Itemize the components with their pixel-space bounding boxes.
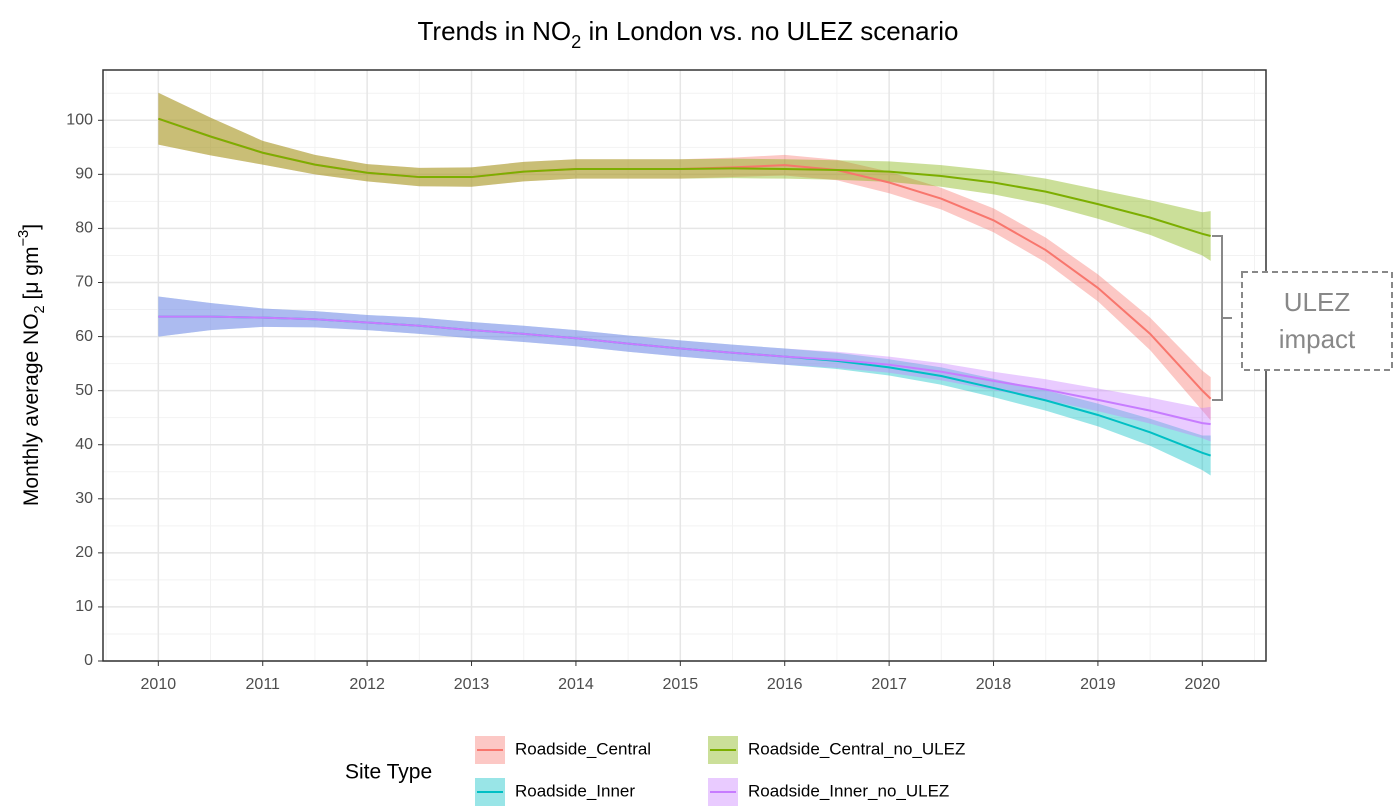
impact-bracket [1212, 235, 1232, 401]
x-tick-label: 2011 [246, 676, 281, 693]
y-tick-label: 10 [75, 598, 93, 615]
x-tick-label: 2010 [141, 676, 177, 693]
text-part: −3 [16, 230, 32, 247]
legend-label: Roadside_Inner [515, 781, 635, 800]
y-tick-label: 50 [75, 382, 93, 399]
y-tick-label: 30 [75, 490, 93, 507]
text-part: Trends in NO [418, 16, 572, 46]
grid [98, 70, 1266, 666]
x-tick-label: 2012 [349, 676, 385, 693]
legend-label: Roadside_Inner_no_ULEZ [748, 781, 949, 800]
y-tick-label: 40 [75, 436, 93, 453]
legend-label: Roadside_Central_no_ULEZ [748, 739, 965, 758]
y-tick-label: 20 [75, 544, 93, 561]
chart-title: Trends in NO2 in London vs. no ULEZ scen… [418, 16, 959, 52]
legend-title: Site Type [345, 761, 432, 784]
y-tick-label: 80 [75, 220, 93, 237]
y-tick-label: 0 [84, 652, 93, 669]
text-part: [μ gm [20, 247, 43, 306]
confidence-band [158, 92, 1211, 261]
trend-line [158, 117, 1211, 237]
annotation-box [1241, 271, 1393, 371]
y-axis-label: Monthly average NO2 [μ gm−3] [16, 224, 48, 506]
x-tick-label: 2015 [663, 676, 699, 693]
x-tick-label: 2016 [767, 676, 803, 693]
annotation-text: impact [1279, 324, 1356, 354]
text-part: 2 [32, 305, 48, 313]
text-part: ] [20, 224, 43, 230]
legend-label: Roadside_Central [515, 739, 651, 758]
x-tick-label: 2018 [976, 676, 1012, 693]
x-tick-label: 2020 [1185, 676, 1221, 693]
x-tick-label: 2013 [454, 676, 490, 693]
x-tick-label: 2014 [558, 676, 594, 693]
x-tick-label: 2017 [871, 676, 907, 693]
lines [158, 117, 1212, 457]
legend: Roadside_Central Roadside_Central_no_ULEZ… [475, 736, 965, 806]
x-tick-label: 2019 [1080, 676, 1116, 693]
text-part: in London vs. no ULEZ scenario [581, 16, 958, 46]
confidence-band [158, 92, 1211, 421]
confidence-band [158, 296, 1211, 442]
text-part: 2 [571, 32, 581, 52]
text-part: Monthly average NO [20, 313, 43, 506]
trend-line [158, 315, 1211, 426]
y-tick-label: 100 [66, 112, 93, 129]
annotation-text: ULEZ [1284, 287, 1351, 317]
y-tick-label: 90 [75, 166, 93, 183]
y-tick-label: 60 [75, 328, 93, 345]
y-tick-label: 70 [75, 274, 93, 291]
bands [158, 92, 1211, 476]
confidence-band [158, 296, 1211, 476]
